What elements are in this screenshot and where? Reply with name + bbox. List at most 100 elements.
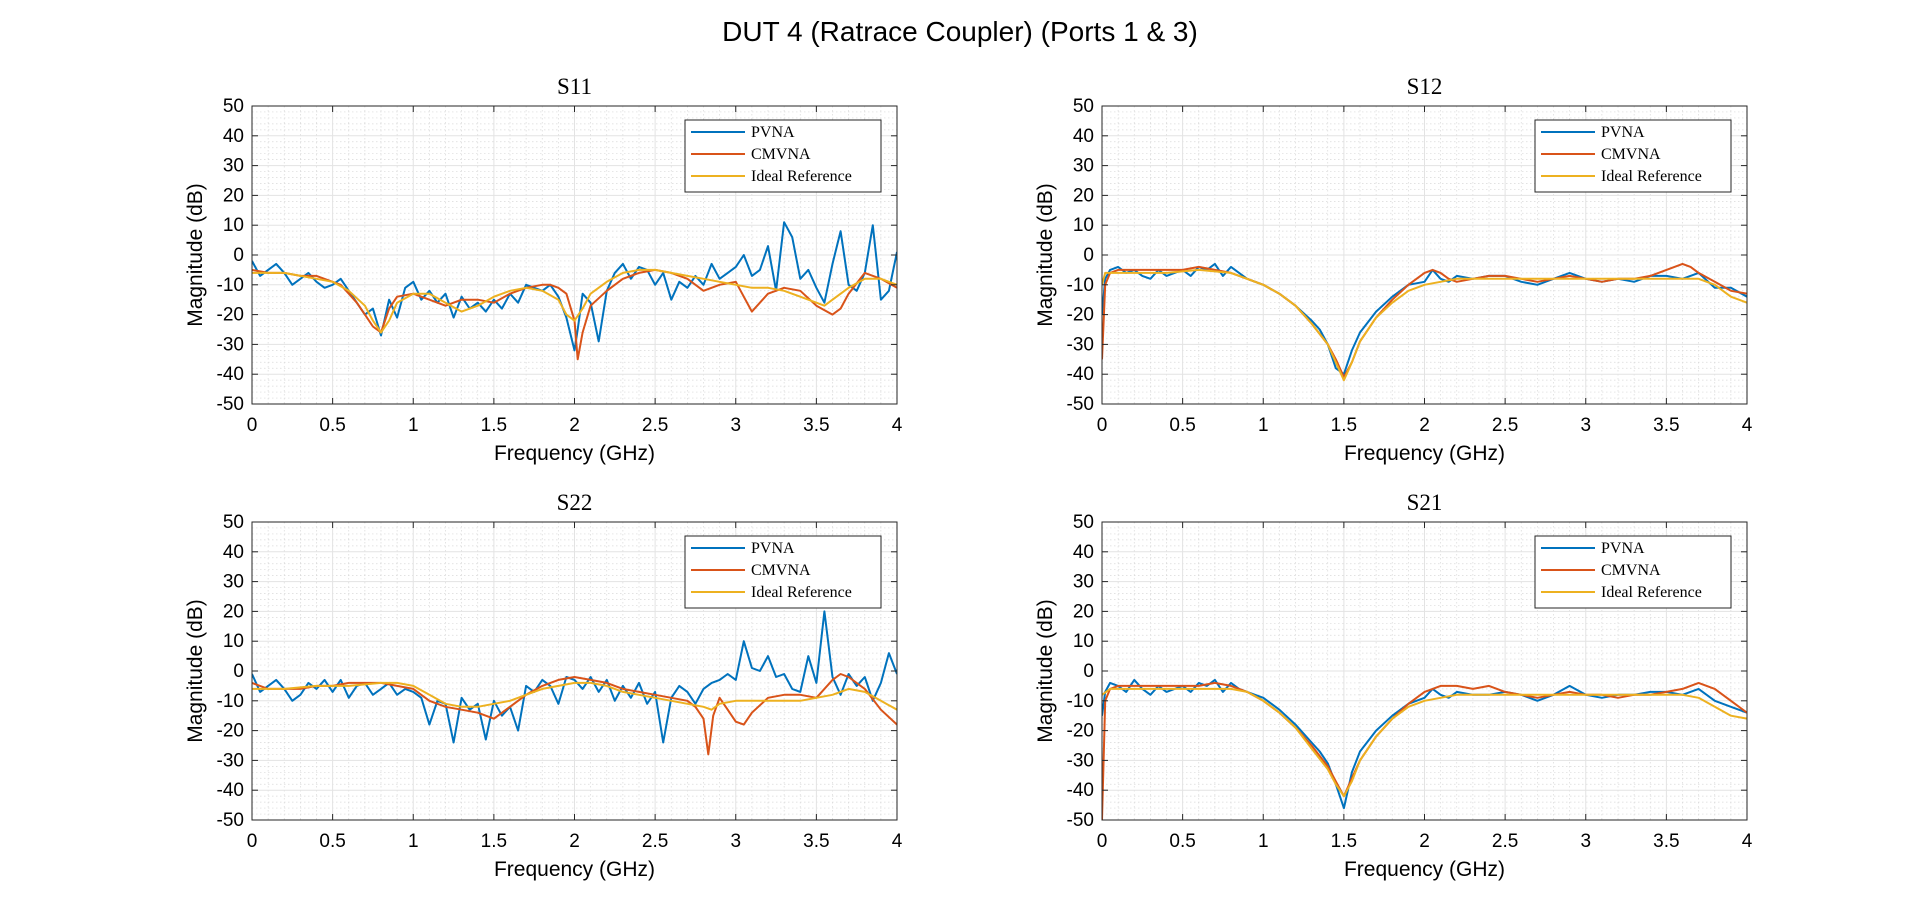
s11-axes: 0 0.5 1 1.5 2 2.5 3 3.5 4 50 40 30 20 10 0 -10 -20 -30 -40… xyxy=(184,74,903,465)
s12-legend: PVNA CMVNA Ideal Reference xyxy=(1534,119,1732,193)
legend-label: Ideal Reference xyxy=(1601,584,1702,601)
s12-x-axis-label: Frequency (GHz) xyxy=(1344,442,1505,465)
s21-legend: PVNA CMVNA Ideal Reference xyxy=(1534,535,1732,609)
s11-y-tick-label: 0 xyxy=(233,245,244,266)
s11-y-tick-label: 40 xyxy=(223,126,244,147)
s12-x-tick-label: 0.5 xyxy=(1169,415,1195,436)
legend-label: Ideal Reference xyxy=(751,584,852,601)
s22-x-tick-label: 3 xyxy=(730,831,741,852)
s21-y-tick-label: -10 xyxy=(1067,691,1094,712)
s11-y-tick-label: -50 xyxy=(217,394,244,415)
s22-x-tick-label: 1 xyxy=(408,831,419,852)
s11-legend: PVNA CMVNA Ideal Reference xyxy=(684,119,882,193)
s12-y-tick-label: 0 xyxy=(1083,245,1094,266)
s21-y-tick-label: -20 xyxy=(1067,721,1094,742)
s12-y-axis-label: Magnitude (dB) xyxy=(1034,183,1057,327)
s22-x-tick-label: 0 xyxy=(247,831,258,852)
s21-x-tick-label: 2.5 xyxy=(1492,831,1518,852)
s21-x-tick-label: 3.5 xyxy=(1653,831,1679,852)
s22-y-tick-label: -20 xyxy=(217,721,244,742)
s12-title: S12 xyxy=(1407,74,1443,99)
s12-series-ideal-reference xyxy=(1102,268,1747,382)
s21-x-tick-label: 1.5 xyxy=(1331,831,1357,852)
s11-series-ideal-reference xyxy=(252,268,897,334)
s22-y-tick-label: -10 xyxy=(217,691,244,712)
s11-series-group xyxy=(252,221,897,361)
s22-y-tick-label: 20 xyxy=(223,601,244,622)
legend-label: PVNA xyxy=(751,124,795,141)
s22-y-tick-label: -50 xyxy=(217,810,244,831)
s22-y-tick-label: -40 xyxy=(217,780,244,801)
s11-x-tick-label: 1 xyxy=(408,415,419,436)
s12-y-tick-label: -10 xyxy=(1067,275,1094,296)
legend-label: CMVNA xyxy=(751,146,811,163)
s12-y-tick-label: -30 xyxy=(1067,334,1094,355)
s21-series-ideal-reference xyxy=(1102,687,1747,798)
s11-x-tick-label: 0 xyxy=(247,415,258,436)
s11-y-axis-label: Magnitude (dB) xyxy=(184,183,207,327)
legend-label: PVNA xyxy=(1601,540,1645,557)
legend-label: CMVNA xyxy=(1601,146,1661,163)
s21-x-tick-label: 1 xyxy=(1258,831,1269,852)
s22-axes: 0 0.5 1 1.5 2 2.5 3 3.5 4 50 40 30 20 10 0 -10 -20 -30 -40… xyxy=(184,490,903,881)
s11-y-tick-label: -10 xyxy=(217,275,244,296)
s22-x-tick-label: 2 xyxy=(569,831,580,852)
legend-label: PVNA xyxy=(1601,124,1645,141)
s11-y-tick-label: 10 xyxy=(223,215,244,236)
legend-label: Ideal Reference xyxy=(751,168,852,185)
s22-x-tick-label: 3.5 xyxy=(803,831,829,852)
s22-x-tick-label: 4 xyxy=(892,831,903,852)
s22-y-tick-label: 30 xyxy=(223,572,244,593)
s11-y-tick-label: 20 xyxy=(223,185,244,206)
s21-y-tick-label: 10 xyxy=(1073,631,1094,652)
s21-y-tick-label: 30 xyxy=(1073,572,1094,593)
s11-x-tick-label: 4 xyxy=(892,415,903,436)
s22-y-tick-label: 50 xyxy=(223,512,244,533)
s12-y-tick-label: 40 xyxy=(1073,126,1094,147)
s21-axes: 0 0.5 1 1.5 2 2.5 3 3.5 4 50 40 30 20 10 0 -10 -20 -30 -40… xyxy=(1034,490,1753,881)
s12-x-tick-label: 3 xyxy=(1580,415,1591,436)
s22-series-group xyxy=(252,610,897,756)
legend-label: Ideal Reference xyxy=(1601,168,1702,185)
s12-x-tick-label: 1 xyxy=(1258,415,1269,436)
s12-y-tick-label: 20 xyxy=(1073,185,1094,206)
legend-label: CMVNA xyxy=(1601,562,1661,579)
s12-y-tick-label: -20 xyxy=(1067,305,1094,326)
s21-y-tick-label: 20 xyxy=(1073,601,1094,622)
s11-x-axis-label: Frequency (GHz) xyxy=(494,442,655,465)
s12-series-group xyxy=(1102,262,1747,382)
s12-x-tick-label: 2 xyxy=(1419,415,1430,436)
s11-x-tick-label: 2 xyxy=(569,415,580,436)
s12-y-tick-label: 50 xyxy=(1073,96,1094,117)
s21-y-tick-label: -40 xyxy=(1067,780,1094,801)
s21-x-tick-label: 4 xyxy=(1742,831,1753,852)
s21-x-tick-label: 3 xyxy=(1580,831,1591,852)
s11-y-tick-label: 50 xyxy=(223,96,244,117)
s22-legend: PVNA CMVNA Ideal Reference xyxy=(684,535,882,609)
s22-x-tick-label: 0.5 xyxy=(319,831,345,852)
s12-x-tick-label: 0 xyxy=(1097,415,1108,436)
s21-title: S21 xyxy=(1407,490,1443,515)
s21-y-tick-label: 0 xyxy=(1083,661,1094,682)
s21-x-tick-label: 2 xyxy=(1419,831,1430,852)
s21-y-tick-label: -50 xyxy=(1067,810,1094,831)
s11-y-tick-label: -40 xyxy=(217,364,244,385)
s22-x-tick-label: 1.5 xyxy=(481,831,507,852)
s22-x-tick-label: 2.5 xyxy=(642,831,668,852)
s11-x-tick-label: 0.5 xyxy=(319,415,345,436)
s11-y-tick-label: -30 xyxy=(217,334,244,355)
s22-y-tick-label: 10 xyxy=(223,631,244,652)
s12-x-tick-label: 3.5 xyxy=(1653,415,1679,436)
s21-series-group xyxy=(1102,678,1747,820)
s22-y-tick-label: 0 xyxy=(233,661,244,682)
legend-label: PVNA xyxy=(751,540,795,557)
s21-x-tick-label: 0.5 xyxy=(1169,831,1195,852)
s11-x-tick-label: 2.5 xyxy=(642,415,668,436)
s21-y-tick-label: -30 xyxy=(1067,750,1094,771)
s11-y-tick-label: 30 xyxy=(223,156,244,177)
s11-x-tick-label: 3.5 xyxy=(803,415,829,436)
s11-x-tick-label: 1.5 xyxy=(481,415,507,436)
s21-x-tick-label: 0 xyxy=(1097,831,1108,852)
s21-y-tick-label: 50 xyxy=(1073,512,1094,533)
